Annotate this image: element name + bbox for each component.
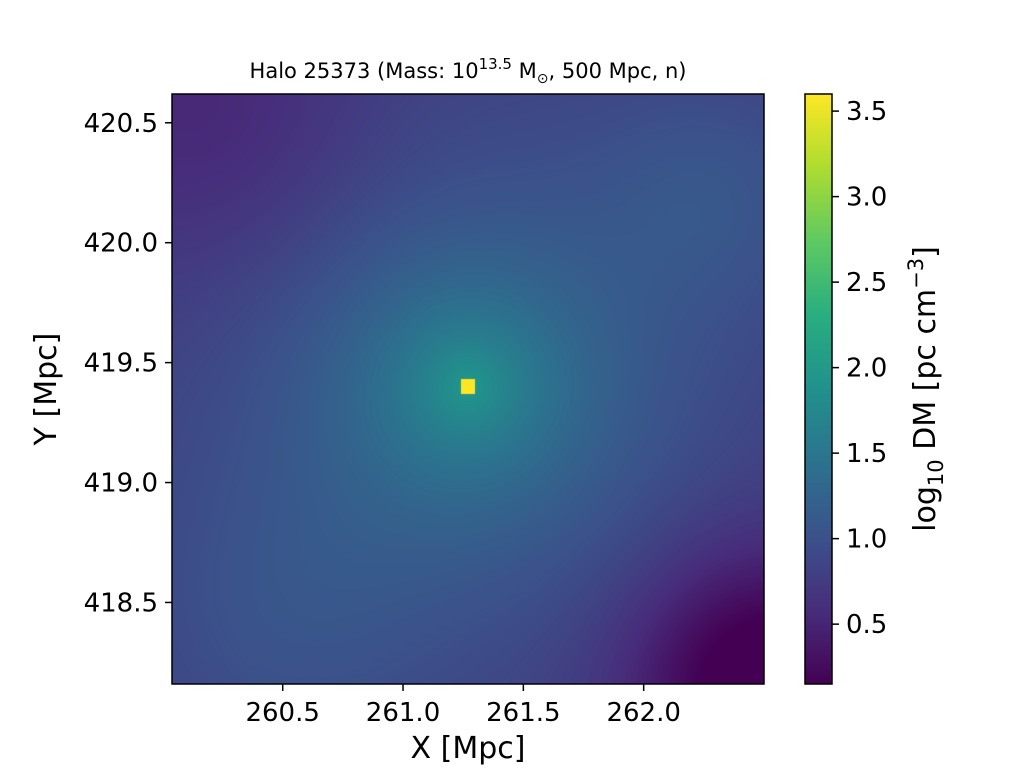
colorbar-ticks: 0.5 1.0 1.5 2.0 2.5 3.0 3.5 [832,97,887,640]
y-tick-label: 420.0 [84,229,158,259]
x-tick-label: 261.5 [486,698,560,728]
colorbar-tick-label: 2.5 [846,268,887,298]
y-axis: 418.5 419.0 419.5 420.0 420.5 [84,109,172,618]
title-suffix: , 500 Mpc, n) [549,59,687,83]
heatmap [171,93,765,685]
y-tick-label: 419.0 [84,469,158,499]
colorbar-gradient [805,94,832,684]
y-tick-label: 418.5 [84,588,158,618]
colorbar-label-subscript: 10 [924,459,948,486]
x-axis-label: X [Mpc] [411,731,526,766]
y-tick-label: 419.5 [84,349,158,379]
colorbar-label: log10 DM [pc cm−3] [904,246,948,532]
colorbar-frame [804,93,833,685]
x-axis: 260.5 261.0 261.5 262.0 [245,684,681,728]
y-axis-label: Y [Mpc] [29,333,64,447]
x-tick-label: 262.0 [606,698,680,728]
x-tick-label: 260.5 [245,698,319,728]
colorbar-label-suffix: ] [908,246,943,258]
colorbar-tick-label: 3.5 [846,97,887,127]
colorbar-tick-label: 1.0 [846,525,887,555]
colorbar-tick-label: 1.5 [846,439,887,469]
colorbar: 0.5 1.0 1.5 2.0 2.5 3.0 3.5 [804,93,887,685]
x-tick-label: 261.0 [366,698,440,728]
title-exponent: 13.5 [479,55,512,73]
colorbar-tick-label: 2.0 [846,354,887,384]
title-unit: M [512,59,537,83]
heatmap-canvas [172,94,764,684]
colorbar-tick-label: 0.5 [846,610,887,640]
y-tick-label: 420.5 [84,109,158,139]
colorbar-label-superscript: −3 [904,258,928,289]
chart-title: Halo 25373 (Mass: 1013.5 M⊙, 500 Mpc, n) [250,55,687,87]
title-prefix: Halo 25373 (Mass: 10 [250,59,479,83]
colorbar-label-middle: DM [pc cm [908,289,943,460]
colorbar-label-prefix: log [908,486,943,532]
colorbar-tick-label: 3.0 [846,183,887,213]
plot-frame [171,93,765,685]
title-unit-subscript: ⊙ [537,71,549,87]
